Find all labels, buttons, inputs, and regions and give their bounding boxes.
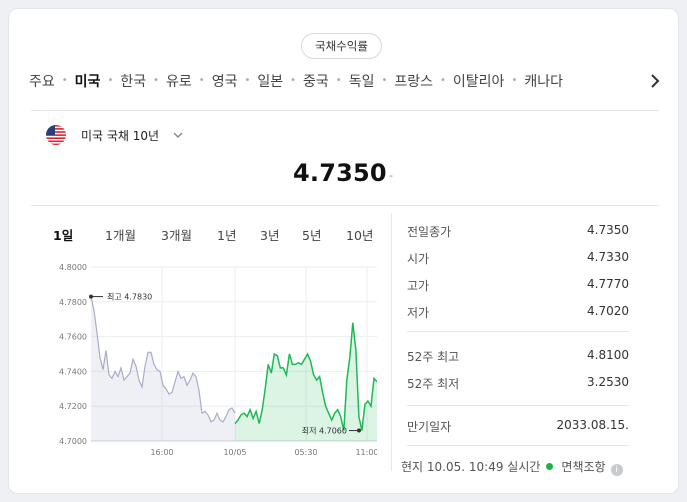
x-tick-label: 11:00 [355, 448, 377, 457]
x-tick-label: 10/05 [223, 448, 246, 457]
tab-period[interactable]: 1년 [217, 228, 237, 243]
tab-country[interactable]: 중국 [303, 74, 329, 90]
stat-value: 4.7350 [587, 223, 629, 237]
stat-row: 만기일자 2033.08.15. [407, 418, 629, 445]
stat-value: 4.7020 [587, 304, 629, 318]
tab-period[interactable]: 3년 [260, 228, 280, 243]
tab-separator: • [244, 75, 251, 86]
divider [31, 205, 659, 206]
live-label: 실시간 [507, 460, 541, 474]
series-area [91, 296, 235, 441]
series-line [234, 322, 377, 431]
live-dot-icon [546, 463, 554, 470]
info-icon[interactable]: i [610, 464, 623, 476]
footer: 현지 10.05. 10:49 실시간 면책조항 i [401, 458, 623, 476]
series-line [90, 296, 236, 423]
disclaimer-link[interactable]: 면책조항 [561, 460, 606, 474]
yield-chart: 4.8000 4.7800 4.7600 4.7400 4.7200 4.7000 16:0… [59, 263, 377, 457]
tab-separator: • [440, 75, 446, 86]
stat-row: 저가 4.7020 [407, 304, 629, 331]
price-change: - [389, 169, 393, 182]
stat-label: 52주 최저 [407, 377, 460, 391]
chevron-down-icon[interactable] [172, 129, 184, 141]
us-flag-icon [46, 125, 66, 145]
tab-separator: • [107, 75, 114, 86]
low-annotation: 최저 4.7060 [302, 426, 347, 436]
y-tick-label: 4.8000 [59, 263, 87, 272]
stats-divider [407, 445, 629, 446]
tab-separator: • [511, 75, 518, 86]
timestamp: 현지 10.05. 10:49 [401, 460, 504, 474]
tab-separator: • [153, 75, 160, 86]
tab-country[interactable]: 유로 [166, 74, 192, 90]
stat-label: 고가 [407, 279, 430, 293]
tab-country[interactable]: 프랑스 [394, 74, 434, 90]
symbol-name[interactable]: 미국 국채 10년 [81, 129, 160, 143]
tab-separator: • [381, 75, 388, 86]
tab-country[interactable]: 캐나다 [524, 74, 563, 90]
stat-row: 52주 최고 4.8100 [407, 348, 629, 375]
tab-separator: • [198, 75, 205, 86]
y-tick-label: 4.7600 [59, 333, 87, 342]
tab-country[interactable]: 주요 [29, 74, 55, 90]
tab-country[interactable]: 독일 [348, 74, 375, 90]
stat-label: 만기일자 [407, 420, 452, 434]
tab-separator: • [290, 75, 297, 86]
stat-label: 52주 최고 [407, 350, 460, 364]
country-tabs: 주요 • 미국 • 한국 • 유로 • 영국 • 일본 • 중국 • 독일 • 프랑스 • 이탈리아 • 캐나다 [29, 71, 649, 93]
tab-country[interactable]: 한국 [120, 74, 147, 90]
stats-divider [407, 331, 629, 332]
stat-label: 저가 [407, 306, 430, 320]
tab-period[interactable]: 3개월 [161, 228, 192, 243]
high-annotation: 최고 4.7830 [107, 292, 152, 302]
y-tick-label: 4.7200 [59, 402, 87, 411]
stat-value: 2033.08.15. [556, 418, 629, 432]
tab-country[interactable]: 미국 [74, 74, 101, 90]
tab-country[interactable]: 이탈리아 [452, 74, 505, 90]
stat-row: 고가 4.7770 [407, 277, 629, 304]
tab-separator: • [61, 75, 68, 86]
tabs-fade [599, 67, 639, 97]
stat-value: 3.2530 [587, 375, 629, 389]
tab-period[interactable]: 1개월 [105, 228, 136, 243]
x-tick-label: 05:30 [294, 448, 317, 457]
stat-label: 전일종가 [407, 225, 452, 239]
x-tick-label: 16:00 [150, 448, 173, 457]
tab-period[interactable]: 5년 [302, 228, 322, 243]
bond-yield-widget: 국채수익률 주요 • 미국 • 한국 • 유로 • 영국 • 일본 • 중국 • 독일 • 프랑스 • 이탈리아 • 캐… [8, 8, 679, 494]
stat-row: 시가 4.7330 [407, 250, 629, 277]
tab-country[interactable]: 영국 [211, 74, 238, 90]
y-tick-label: 4.7400 [59, 367, 87, 376]
y-tick-label: 4.7000 [59, 437, 87, 446]
bond-yield-chip[interactable]: 국채수익률 [301, 33, 382, 59]
stat-value: 4.8100 [587, 348, 629, 362]
stat-label: 시가 [407, 252, 430, 266]
tab-period[interactable]: 1일 [53, 228, 74, 243]
tab-separator: • [335, 75, 342, 86]
y-tick-label: 4.7800 [59, 298, 87, 307]
tab-country[interactable]: 일본 [257, 74, 284, 90]
divider [31, 110, 659, 111]
chevron-right-icon[interactable] [647, 73, 663, 89]
stat-row: 52주 최저 3.2530 [407, 375, 629, 402]
stat-value: 4.7330 [587, 250, 629, 264]
stat-row: 전일종가 4.7350 [407, 223, 629, 250]
current-price: 4.7350 [293, 159, 387, 187]
tab-period[interactable]: 10년 [346, 228, 374, 243]
stats-divider [407, 405, 629, 406]
series-area [235, 322, 377, 441]
stat-value: 4.7770 [587, 277, 629, 291]
vertical-divider [391, 213, 392, 471]
